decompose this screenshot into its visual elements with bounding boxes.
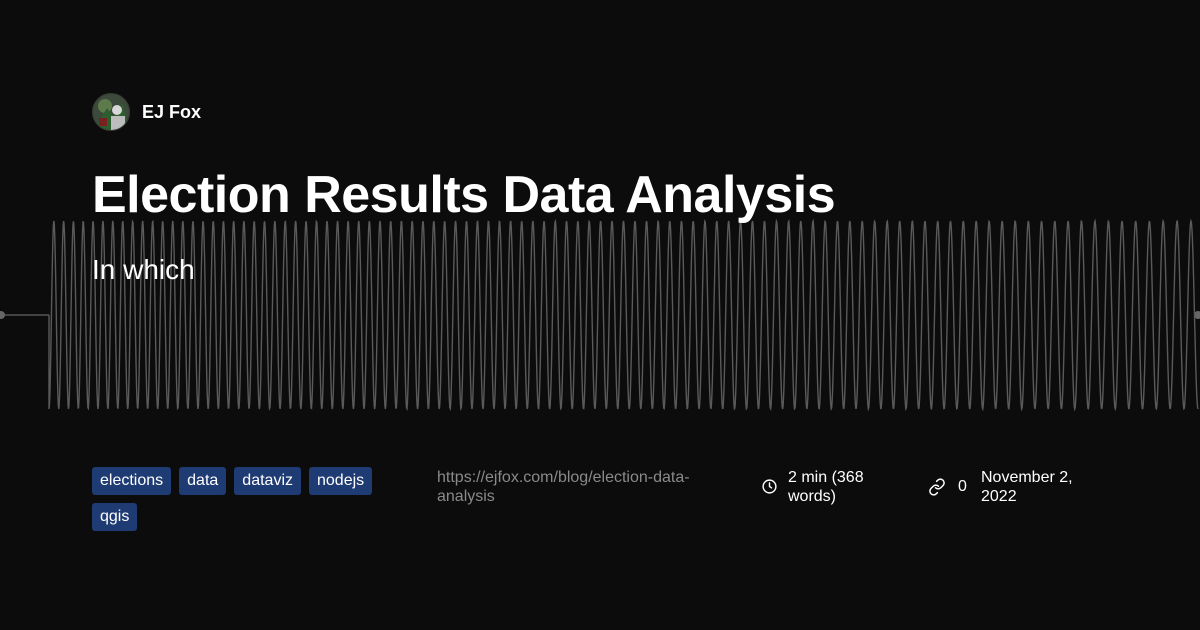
post-url[interactable]: https://ejfox.com/blog/election-data-ana… — [437, 469, 690, 505]
tag-list: elections data dataviz nodejs qgis — [92, 467, 392, 531]
tag-qgis[interactable]: qgis — [92, 503, 138, 531]
link-count-text: 0 — [958, 478, 967, 495]
waveform-right-dot — [1194, 311, 1200, 319]
waveform-left-dot — [0, 311, 5, 319]
waveform-path — [48, 218, 1199, 412]
post-date: November 2, 2022 — [981, 469, 1073, 505]
tag-nodejs[interactable]: nodejs — [309, 467, 373, 495]
tag-data[interactable]: data — [179, 467, 227, 495]
author: EJ Fox — [92, 93, 201, 131]
link-icon — [928, 478, 946, 496]
page-title: Election Results Data Analysis — [92, 166, 836, 224]
tag-dataviz[interactable]: dataviz — [234, 467, 301, 495]
avatar — [92, 93, 130, 131]
reading-time: 2 min (368 words) — [761, 468, 908, 506]
link-count: 0 — [928, 478, 967, 496]
tag-elections[interactable]: elections — [92, 467, 172, 495]
clock-icon — [761, 468, 778, 495]
page-subtitle: In which — [92, 254, 195, 285]
author-name: EJ Fox — [142, 101, 202, 122]
reading-time-text: 2 min (368 words) — [788, 469, 864, 505]
